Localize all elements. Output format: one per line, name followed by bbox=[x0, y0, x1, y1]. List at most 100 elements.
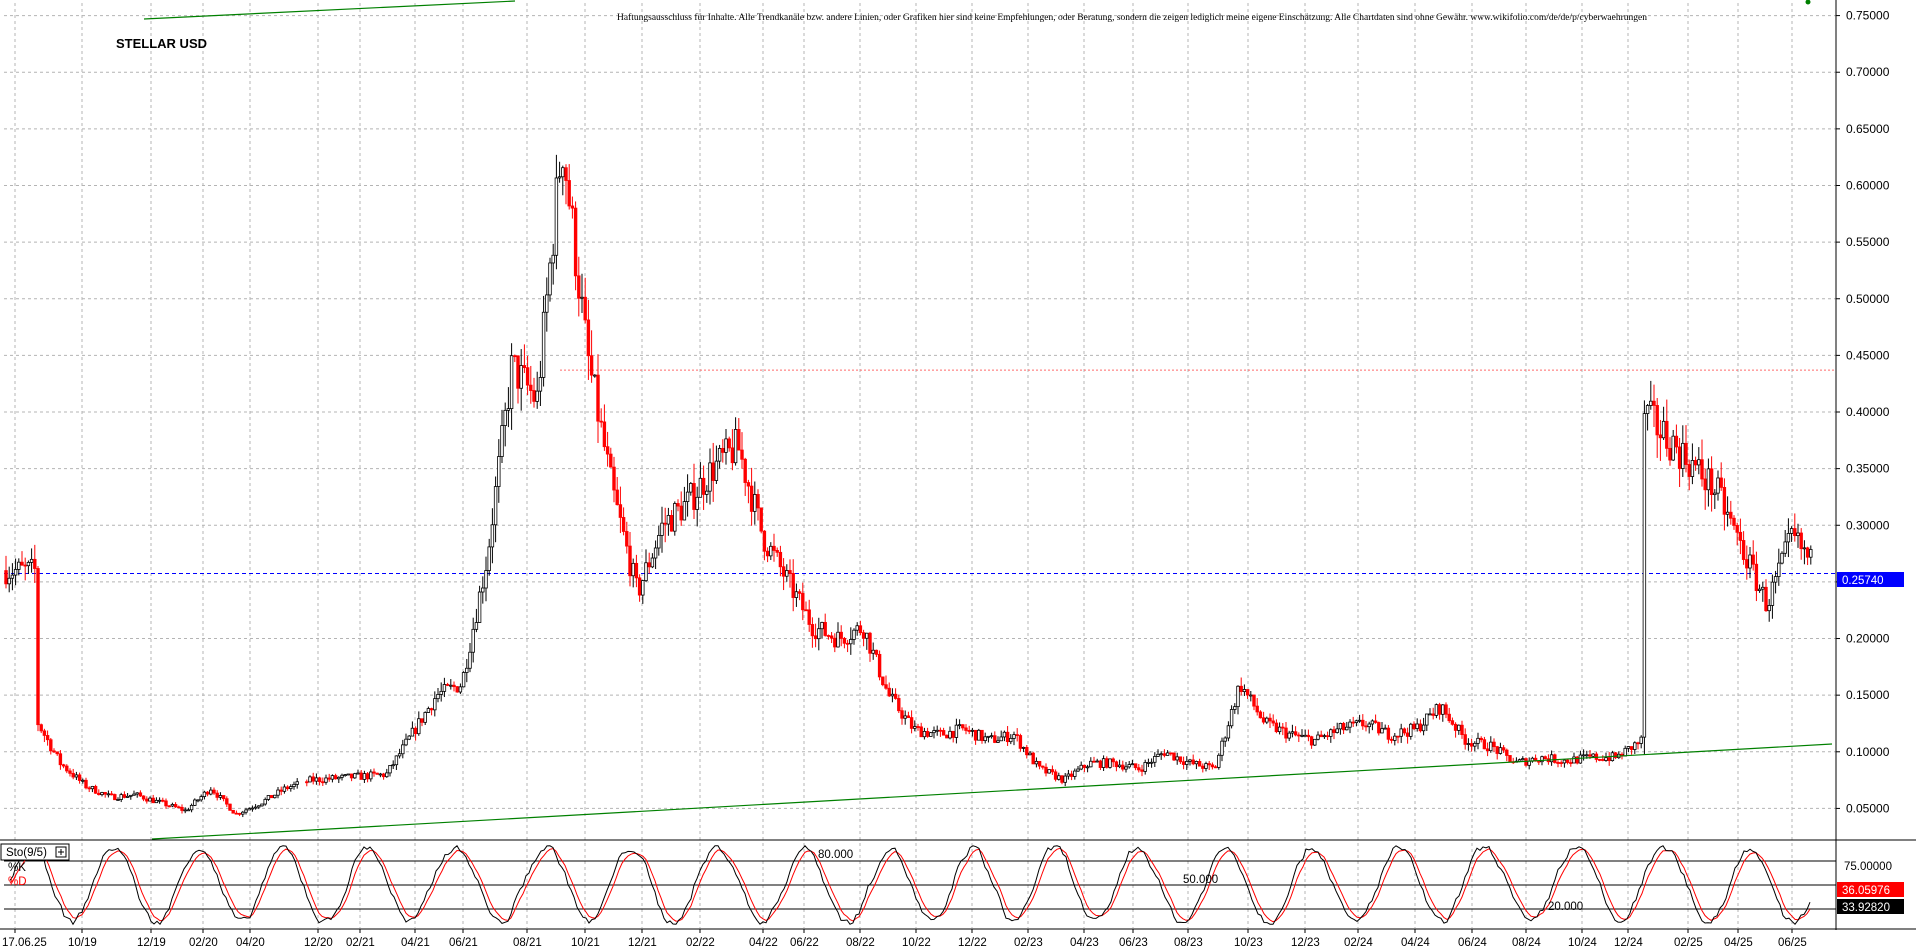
candle-body-460 bbox=[1476, 737, 1480, 744]
candle-body-384 bbox=[1233, 706, 1237, 710]
candle-body-69 bbox=[225, 798, 229, 805]
candle-body-48 bbox=[157, 799, 162, 802]
candle-body-187 bbox=[602, 421, 607, 448]
x-tick-label-21: 08/23 bbox=[1174, 937, 1203, 948]
candle-body-238 bbox=[765, 550, 770, 557]
x-tick-label-29: 12/24 bbox=[1614, 937, 1643, 948]
indicator-box[interactable] bbox=[0, 843, 70, 861]
candle-body-523 bbox=[1677, 446, 1682, 469]
candle-body-524 bbox=[1681, 442, 1685, 469]
candle-body-97 bbox=[314, 777, 319, 782]
candle-body-43 bbox=[141, 795, 146, 800]
candle-body-413 bbox=[1325, 735, 1330, 738]
candle-body-393 bbox=[1261, 717, 1266, 723]
candle-body-268 bbox=[861, 632, 866, 639]
candle-body-198 bbox=[637, 577, 642, 596]
candle-body-296 bbox=[951, 730, 955, 738]
y-tick-label-0: 0.05000 bbox=[1846, 801, 1890, 815]
candle-body-295 bbox=[948, 730, 952, 739]
candle-body-376 bbox=[1207, 763, 1211, 766]
x-tick-label-32: 06/25 bbox=[1778, 937, 1807, 948]
candle-body-158 bbox=[509, 355, 514, 410]
candle-body-530 bbox=[1700, 459, 1704, 480]
candle-body-385 bbox=[1236, 685, 1240, 708]
candle-body-285 bbox=[916, 726, 920, 728]
candle-body-271 bbox=[871, 649, 875, 654]
candle-body-150 bbox=[484, 570, 488, 589]
x-tick-label-25: 04/24 bbox=[1401, 937, 1430, 948]
candle-body-130 bbox=[420, 718, 424, 723]
candle-body-475 bbox=[1524, 758, 1528, 766]
candle-body-522 bbox=[1674, 435, 1679, 448]
candle-body-65 bbox=[212, 789, 216, 794]
indicator-name: Sto(9/5) bbox=[6, 847, 47, 859]
candle-body-234 bbox=[753, 494, 757, 512]
candle-body-402 bbox=[1290, 731, 1295, 734]
candle-body-61 bbox=[199, 796, 203, 801]
d-label: %D bbox=[8, 876, 27, 888]
candle-body-555 bbox=[1780, 552, 1784, 564]
candle-body-178 bbox=[573, 207, 578, 277]
candle-body-45 bbox=[148, 797, 152, 802]
candle-body-410 bbox=[1316, 734, 1320, 740]
candle-body-182 bbox=[586, 319, 591, 357]
candle-body-95 bbox=[308, 776, 312, 783]
candle-body-14 bbox=[49, 739, 53, 752]
candle-body-27 bbox=[90, 785, 95, 790]
candle-body-337 bbox=[1082, 764, 1087, 768]
candle-body-335 bbox=[1076, 768, 1080, 772]
candle-body-375 bbox=[1204, 763, 1208, 769]
candle-body-387 bbox=[1242, 689, 1247, 693]
candle-body-0 bbox=[4, 570, 8, 585]
candle-body-446 bbox=[1431, 713, 1435, 716]
candle-body-349 bbox=[1121, 764, 1125, 770]
candle-body-264 bbox=[849, 639, 853, 645]
candle-body-112 bbox=[362, 773, 367, 780]
candle-body-414 bbox=[1329, 729, 1333, 737]
candle-body-382 bbox=[1226, 725, 1231, 739]
candle-body-334 bbox=[1073, 770, 1077, 777]
candle-body-210 bbox=[676, 503, 680, 507]
candle-body-200 bbox=[644, 562, 648, 582]
candle-body-144 bbox=[465, 667, 469, 673]
stoch-axis-label: 75.00000 bbox=[1844, 861, 1892, 873]
candle-body-140 bbox=[452, 684, 456, 688]
candle-body-156 bbox=[503, 409, 507, 426]
candle-body-562 bbox=[1802, 547, 1807, 550]
candle-body-124 bbox=[401, 744, 405, 755]
candle-body-561 bbox=[1799, 532, 1803, 550]
x-tick-label-8: 06/21 bbox=[449, 937, 478, 948]
y-tick-label-5: 0.30000 bbox=[1846, 518, 1890, 532]
candle-body-329 bbox=[1057, 775, 1061, 780]
candle-body-248 bbox=[797, 591, 802, 594]
candle-body-103 bbox=[333, 775, 338, 780]
candle-body-157 bbox=[506, 408, 511, 411]
stoch-k-line bbox=[9, 845, 1811, 926]
candle-body-18 bbox=[61, 764, 66, 767]
trendline-lower bbox=[151, 743, 1833, 840]
candle-body-473 bbox=[1517, 759, 1522, 762]
candle-body-529 bbox=[1697, 459, 1701, 466]
candle-body-489 bbox=[1569, 762, 1573, 764]
candle-body-481 bbox=[1543, 756, 1547, 760]
candle-body-272 bbox=[874, 649, 879, 655]
candle-body-51 bbox=[167, 805, 171, 808]
candle-body-132 bbox=[426, 708, 431, 713]
d-value-label: 33.92820 bbox=[1842, 902, 1890, 914]
candle-body-141 bbox=[455, 686, 459, 693]
candle-body-501 bbox=[1607, 757, 1611, 762]
candle-body-235 bbox=[756, 494, 760, 509]
y-tick-label-6: 0.35000 bbox=[1846, 462, 1890, 476]
candle-body-161 bbox=[519, 365, 523, 389]
candle-body-503 bbox=[1613, 752, 1618, 759]
x-tick-label-28: 10/24 bbox=[1568, 937, 1597, 948]
candle-body-442 bbox=[1418, 723, 1423, 732]
candle-body-512 bbox=[1642, 413, 1647, 738]
candle-body-484 bbox=[1553, 754, 1557, 763]
x-tick-label-20: 06/23 bbox=[1119, 937, 1148, 948]
candle-body-84 bbox=[273, 794, 277, 799]
candle-body-371 bbox=[1191, 759, 1195, 765]
candle-body-439 bbox=[1409, 723, 1413, 737]
candle-body-291 bbox=[935, 729, 939, 732]
candle-body-308 bbox=[989, 735, 994, 738]
